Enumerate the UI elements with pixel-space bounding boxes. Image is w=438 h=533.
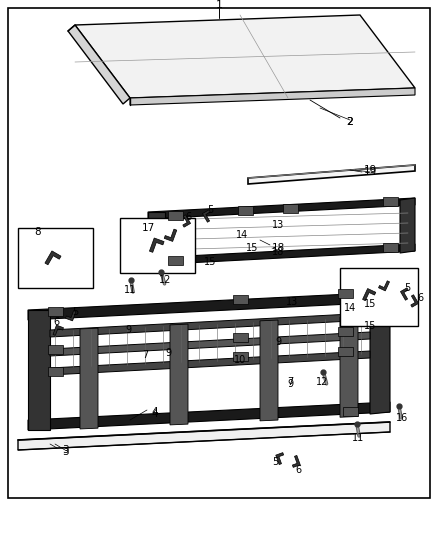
Polygon shape xyxy=(183,215,191,227)
Polygon shape xyxy=(28,310,50,430)
Bar xyxy=(48,307,63,316)
Text: 15: 15 xyxy=(246,243,258,253)
Polygon shape xyxy=(292,455,300,467)
Text: 5: 5 xyxy=(207,205,213,215)
Bar xyxy=(18,228,93,288)
Text: 15: 15 xyxy=(204,257,216,267)
Polygon shape xyxy=(260,320,278,421)
Bar xyxy=(238,206,253,215)
Bar xyxy=(338,347,353,356)
Text: 2: 2 xyxy=(347,117,353,127)
Bar xyxy=(168,211,183,220)
Polygon shape xyxy=(400,288,408,300)
Polygon shape xyxy=(148,198,415,219)
Polygon shape xyxy=(170,324,188,425)
Polygon shape xyxy=(411,295,419,307)
Polygon shape xyxy=(53,325,64,335)
Text: 11: 11 xyxy=(352,433,364,443)
Polygon shape xyxy=(248,165,415,184)
Bar xyxy=(283,204,298,213)
Text: 6: 6 xyxy=(185,212,191,222)
Text: 7: 7 xyxy=(287,377,293,387)
Polygon shape xyxy=(50,332,370,356)
Text: 6: 6 xyxy=(417,293,423,303)
Text: 13: 13 xyxy=(272,220,284,230)
Polygon shape xyxy=(50,313,370,337)
Text: 9: 9 xyxy=(275,337,281,347)
Bar xyxy=(120,218,195,273)
Polygon shape xyxy=(80,328,98,429)
Text: 10: 10 xyxy=(234,355,246,365)
Text: 2: 2 xyxy=(346,117,353,127)
Bar xyxy=(48,345,63,354)
Text: 5: 5 xyxy=(404,283,410,293)
Bar xyxy=(233,352,248,361)
Text: 13: 13 xyxy=(286,297,298,307)
Text: 14: 14 xyxy=(236,230,248,240)
Polygon shape xyxy=(149,238,164,252)
Polygon shape xyxy=(45,251,61,265)
Text: 19: 19 xyxy=(364,165,377,175)
Bar xyxy=(343,407,358,416)
Polygon shape xyxy=(363,288,376,301)
Text: 4: 4 xyxy=(152,407,158,417)
Text: 12: 12 xyxy=(159,275,171,285)
Polygon shape xyxy=(68,25,130,104)
Bar xyxy=(233,333,248,342)
Text: 9: 9 xyxy=(125,325,131,335)
Text: 3: 3 xyxy=(62,447,68,457)
Polygon shape xyxy=(28,402,390,430)
Polygon shape xyxy=(28,292,390,320)
Polygon shape xyxy=(148,244,415,265)
Text: 14: 14 xyxy=(344,303,356,313)
Polygon shape xyxy=(400,198,415,253)
Text: 5: 5 xyxy=(72,307,78,317)
Bar xyxy=(168,256,183,265)
Bar xyxy=(383,197,398,206)
Polygon shape xyxy=(50,351,370,375)
Text: 12: 12 xyxy=(316,377,328,387)
Polygon shape xyxy=(164,229,177,241)
Polygon shape xyxy=(276,453,284,465)
Text: 8: 8 xyxy=(35,227,41,237)
Text: 6: 6 xyxy=(53,317,59,327)
Bar xyxy=(48,367,63,376)
Text: 6: 6 xyxy=(295,465,301,475)
Text: 17: 17 xyxy=(141,223,155,233)
Text: 9: 9 xyxy=(287,379,293,389)
Text: 18: 18 xyxy=(272,247,284,257)
Polygon shape xyxy=(130,88,415,105)
Bar xyxy=(383,243,398,252)
Polygon shape xyxy=(340,317,358,417)
Text: 19: 19 xyxy=(364,167,377,177)
Text: 9: 9 xyxy=(165,348,171,358)
Polygon shape xyxy=(378,281,389,291)
Bar xyxy=(233,295,248,304)
Text: 4: 4 xyxy=(152,409,158,419)
Polygon shape xyxy=(202,210,210,222)
Text: 15: 15 xyxy=(364,321,376,331)
Text: 18: 18 xyxy=(272,243,285,253)
Bar xyxy=(338,289,353,298)
Polygon shape xyxy=(75,15,415,98)
Bar xyxy=(340,268,418,326)
Polygon shape xyxy=(66,311,76,321)
Text: 7: 7 xyxy=(142,350,148,360)
Text: 16: 16 xyxy=(396,413,408,423)
Bar xyxy=(338,327,353,336)
Text: 5: 5 xyxy=(272,457,278,467)
Text: 15: 15 xyxy=(364,299,376,309)
Polygon shape xyxy=(370,292,390,414)
Polygon shape xyxy=(148,212,165,265)
Text: 1: 1 xyxy=(215,0,223,10)
Text: 11: 11 xyxy=(124,285,136,295)
Text: 3: 3 xyxy=(62,445,68,455)
Polygon shape xyxy=(18,422,390,450)
